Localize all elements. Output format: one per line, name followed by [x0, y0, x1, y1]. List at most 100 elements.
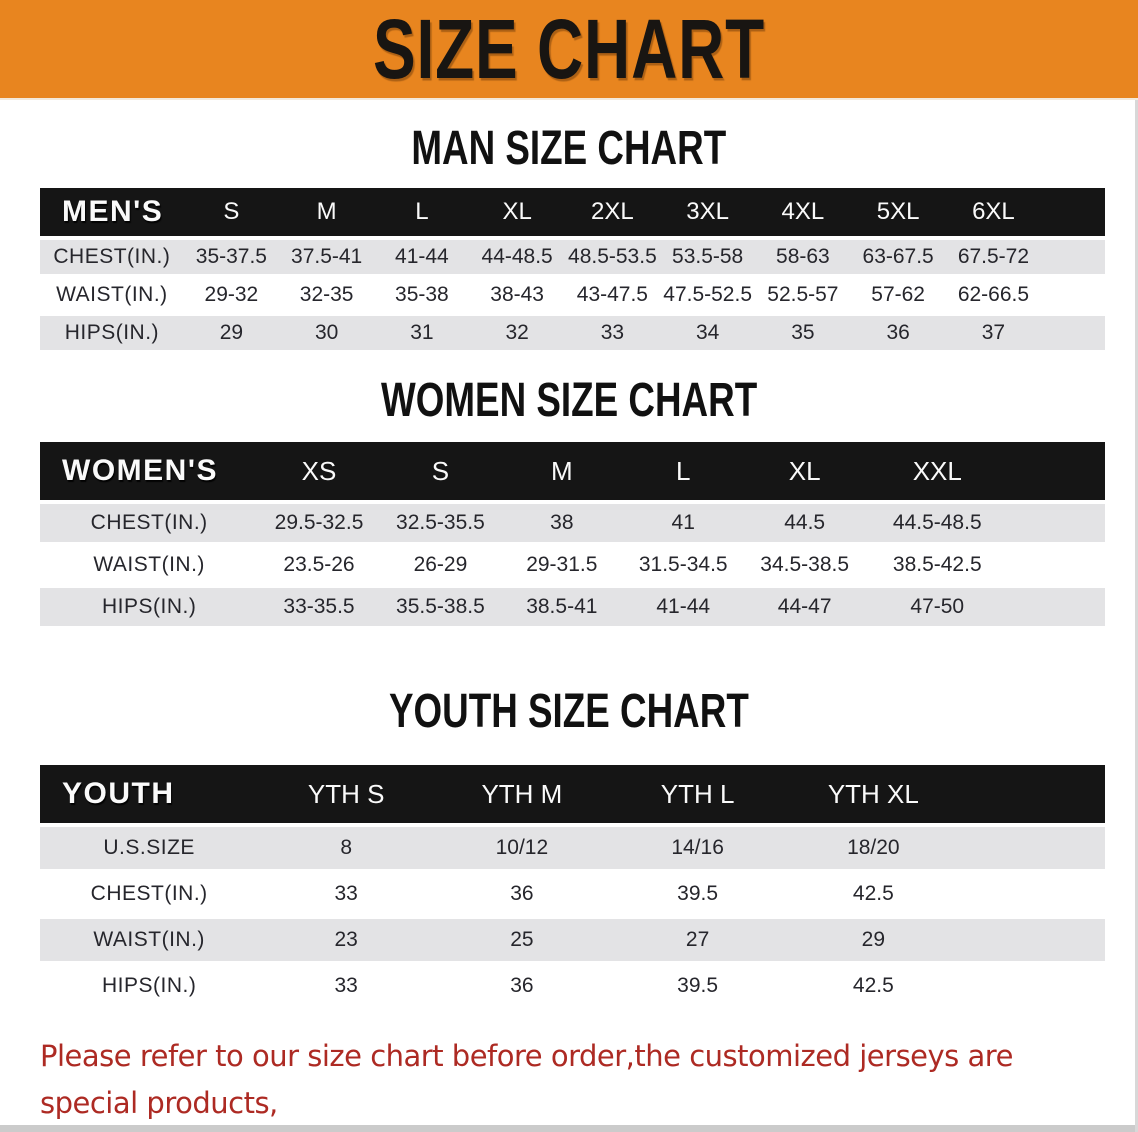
- size-value: 44.5-48.5: [865, 504, 1010, 542]
- size-value: 58-63: [755, 240, 851, 274]
- row-spacer: [1009, 504, 1105, 542]
- row-label: CHEST(IN.): [40, 873, 259, 915]
- size-value: 41: [622, 504, 744, 542]
- row-label: HIPS(IN.): [40, 588, 259, 626]
- men-table-label: MEN'S: [40, 188, 184, 236]
- size-value: 35.5-38.5: [379, 588, 502, 626]
- size-value: 36: [434, 965, 610, 1007]
- size-value: 33-35.5: [258, 588, 380, 626]
- size-value: 29: [183, 316, 280, 350]
- youth-measure-row: U.S.SIZE 8 10/12 14/16 18/20: [40, 827, 1105, 869]
- size-value: 23: [258, 919, 435, 961]
- men-section-heading-text: MAN SIZE CHART: [411, 119, 727, 175]
- youth-header-row: YOUTH YTH S YTH M YTH L YTH XL: [40, 765, 1105, 823]
- size-value: 35-37.5: [183, 240, 280, 274]
- size-value: 8: [258, 827, 435, 869]
- size-value: 33: [258, 873, 435, 915]
- size-column-header: 6XL: [945, 188, 1042, 236]
- size-value: 38.5-41: [501, 588, 623, 626]
- row-spacer: [961, 827, 1105, 869]
- row-label: WAIST(IN.): [40, 919, 259, 961]
- row-spacer: [1041, 278, 1105, 312]
- size-value: 38: [501, 504, 623, 542]
- youth-measure-row: WAIST(IN.) 23 25 27 29: [40, 919, 1105, 961]
- row-label: HIPS(IN.): [40, 965, 259, 1007]
- size-value: 63-67.5: [850, 240, 946, 274]
- size-value: 31.5-34.5: [622, 546, 744, 584]
- men-section-heading: MAN SIZE CHART: [0, 119, 1138, 175]
- youth-measure-row: HIPS(IN.) 33 36 39.5 42.5: [40, 965, 1105, 1007]
- size-value: 53.5-58: [660, 240, 756, 274]
- size-value: 26-29: [379, 546, 502, 584]
- size-value: 44.5: [743, 504, 866, 542]
- size-value: 43-47.5: [564, 278, 661, 312]
- size-value: 32-35: [279, 278, 375, 312]
- size-value: 57-62: [850, 278, 946, 312]
- row-label: CHEST(IN.): [40, 240, 184, 274]
- size-value: 41-44: [374, 240, 470, 274]
- header-spacer: [1041, 188, 1105, 236]
- size-column-header: XS: [258, 442, 380, 500]
- row-spacer: [1041, 240, 1105, 274]
- size-value: 18/20: [785, 827, 962, 869]
- size-value: 10/12: [434, 827, 610, 869]
- order-policy-note-line1: Please refer to our size chart before or…: [40, 1039, 1013, 1120]
- women-size-table: WOMEN'S XS S M L XL XXL CHEST(IN.) 29.5-32.5 32.5…: [40, 438, 1105, 630]
- row-label: WAIST(IN.): [40, 546, 259, 584]
- youth-measure-row: CHEST(IN.) 33 36 39.5 42.5: [40, 873, 1105, 915]
- size-value: 37: [945, 316, 1042, 350]
- men-measure-row: WAIST(IN.) 29-32 32-35 35-38 38-43 43-47.5 47.…: [40, 278, 1105, 312]
- size-value: 38-43: [469, 278, 565, 312]
- right-edge-strip: [1135, 100, 1138, 1132]
- youth-section-heading: YOUTH SIZE CHART: [0, 682, 1138, 738]
- size-value: 31: [374, 316, 470, 350]
- size-column-header: YTH XL: [785, 765, 962, 823]
- size-column-header: YTH S: [258, 765, 435, 823]
- youth-section-heading-text: YOUTH SIZE CHART: [389, 682, 749, 738]
- banner-title: SIZE CHART: [373, 0, 765, 96]
- size-value: 34: [660, 316, 756, 350]
- size-column-header: 5XL: [850, 188, 946, 236]
- size-column-header: 3XL: [660, 188, 756, 236]
- size-column-header: XL: [743, 442, 866, 500]
- size-value: 32.5-35.5: [379, 504, 502, 542]
- row-spacer: [961, 873, 1105, 915]
- size-value: 30: [279, 316, 375, 350]
- header-spacer: [1009, 442, 1105, 500]
- men-measure-row: HIPS(IN.) 29 30 31 32 33 34 35 36 37: [40, 316, 1105, 350]
- size-value: 39.5: [609, 965, 786, 1007]
- row-label: WAIST(IN.): [40, 278, 184, 312]
- size-column-header: 4XL: [755, 188, 851, 236]
- size-value: 32: [469, 316, 565, 350]
- youth-table-label: YOUTH: [40, 765, 259, 823]
- size-value: 27: [609, 919, 786, 961]
- women-header-row: WOMEN'S XS S M L XL XXL: [40, 442, 1105, 500]
- size-column-header: 2XL: [564, 188, 661, 236]
- size-column-header: YTH L: [609, 765, 786, 823]
- size-chart-banner: SIZE CHART: [0, 0, 1138, 100]
- size-value: 52.5-57: [755, 278, 851, 312]
- size-value: 41-44: [622, 588, 744, 626]
- size-value: 35-38: [374, 278, 470, 312]
- size-value: 62-66.5: [945, 278, 1042, 312]
- size-value: 47.5-52.5: [660, 278, 756, 312]
- size-column-header: L: [622, 442, 744, 500]
- size-column-header: S: [183, 188, 280, 236]
- row-spacer: [1009, 546, 1105, 584]
- size-column-header: L: [374, 188, 470, 236]
- size-value: 34.5-38.5: [743, 546, 866, 584]
- size-value: 38.5-42.5: [865, 546, 1010, 584]
- size-value: 48.5-53.5: [564, 240, 661, 274]
- row-label: CHEST(IN.): [40, 504, 259, 542]
- size-value: 42.5: [785, 873, 962, 915]
- men-size-table: MEN'S S M L XL 2XL 3XL 4XL 5XL 6XL CHEST(IN.) 35-37…: [40, 184, 1105, 354]
- size-value: 42.5: [785, 965, 962, 1007]
- size-value: 33: [258, 965, 435, 1007]
- size-column-header: S: [379, 442, 502, 500]
- size-value: 33: [564, 316, 661, 350]
- size-column-header: YTH M: [434, 765, 610, 823]
- men-measure-row: CHEST(IN.) 35-37.5 37.5-41 41-44 44-48.5 48.5…: [40, 240, 1105, 274]
- size-value: 29.5-32.5: [258, 504, 380, 542]
- women-table-label: WOMEN'S: [40, 442, 259, 500]
- row-label: HIPS(IN.): [40, 316, 184, 350]
